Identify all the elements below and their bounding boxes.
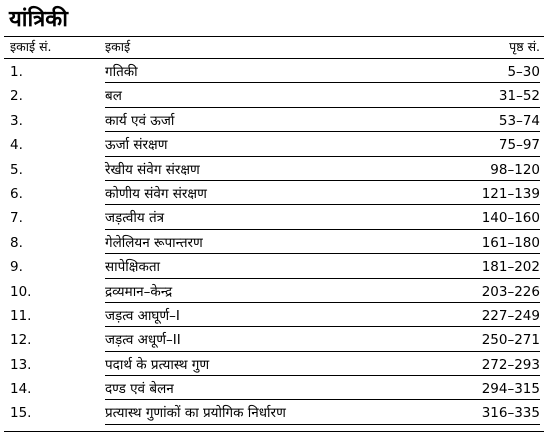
bottom-rule: [4, 431, 544, 432]
table-row: 11. जड़त्व आघूर्ण–I 227–249: [0, 305, 550, 329]
unit-number: 13.: [10, 356, 32, 373]
unit-number: 3.: [10, 112, 23, 129]
unit-number: 15.: [10, 405, 32, 422]
page-range: 140–160: [481, 210, 540, 227]
page-range: 5–30: [507, 64, 540, 80]
table-row: 3. कार्य एवं ऊर्जा 53–74: [0, 110, 550, 134]
unit-number: 9.: [10, 259, 23, 276]
row-underline: [105, 131, 540, 133]
unit-title: गतिकी: [105, 64, 138, 80]
row-underline: [105, 399, 540, 401]
table-row: 12. जड़त्व अधूर्ण–II 250–271: [0, 329, 550, 353]
row-underline: [105, 155, 540, 157]
page-title: यांत्रिकी: [9, 7, 68, 32]
table-row: 8. गेलेलियन रूपान्तरण 161–180: [0, 232, 550, 256]
unit-title: द्रव्यमान–केन्द्र: [105, 283, 173, 300]
row-underline: [105, 375, 540, 377]
header-unit-no: इकाई सं.: [10, 39, 52, 54]
unit-number: 4.: [10, 137, 23, 154]
unit-title: बल: [105, 88, 122, 105]
row-underline: [105, 423, 540, 425]
contents-table: 1. गतिकी 5–30 2. बल 31–52 3. कार्य एवं ऊर्जा 53–…: [0, 61, 550, 427]
unit-title: जड़त्व अधूर्ण–II: [105, 332, 181, 349]
row-underline: [105, 228, 540, 230]
unit-number: 7.: [10, 210, 23, 227]
page-range: 227–249: [481, 307, 540, 324]
top-rule: [4, 36, 544, 37]
row-underline: [105, 253, 540, 255]
unit-title: जड़त्व आघूर्ण–I: [105, 307, 180, 324]
table-row: 13. पदार्थ के प्रत्यास्थ गुण 272–293: [0, 354, 550, 378]
unit-title: जड़त्वीय तंत्र: [105, 210, 165, 227]
unit-title: सापेक्षिकता: [105, 259, 161, 276]
row-underline: [105, 326, 540, 328]
table-row: 9. सापेक्षिकता 181–202: [0, 256, 550, 280]
unit-title: प्रत्यास्थ गुणांकों का प्रयोगिक निर्धारण: [105, 405, 286, 422]
unit-title: कार्य एवं ऊर्जा: [105, 112, 175, 129]
unit-number: 14.: [10, 381, 32, 398]
row-underline: [105, 82, 540, 84]
page-range: 181–202: [481, 259, 540, 276]
unit-number: 11.: [10, 307, 32, 324]
page-range: 203–226: [481, 283, 540, 300]
unit-title: दण्ड एवं बेलन: [105, 381, 174, 398]
table-row: 4. ऊर्जा संरक्षण 75–97: [0, 134, 550, 158]
row-underline: [105, 277, 540, 279]
table-row: 1. गतिकी 5–30: [0, 61, 550, 85]
header-unit: इकाई: [105, 39, 131, 54]
row-underline: [105, 301, 540, 303]
table-row: 10. द्रव्यमान–केन्द्र 203–226: [0, 281, 550, 305]
page-range: 53–74: [498, 112, 540, 129]
header-rule: [4, 58, 544, 59]
unit-number: 12.: [10, 332, 32, 349]
page-range: 161–180: [481, 234, 540, 251]
row-underline: [105, 106, 540, 108]
page-range: 98–120: [490, 161, 540, 178]
table-row: 15. प्रत्यास्थ गुणांकों का प्रयोगिक निर्ध…: [0, 402, 550, 426]
header-page-no: पृष्ठ सं.: [509, 39, 540, 54]
unit-number: 10.: [10, 283, 32, 300]
row-underline: [105, 204, 540, 206]
page-range: 121–139: [481, 185, 540, 202]
unit-title: ऊर्जा संरक्षण: [105, 137, 168, 154]
table-row: 2. बल 31–52: [0, 85, 550, 109]
row-underline: [105, 179, 540, 181]
page-range: 75–97: [498, 137, 540, 154]
row-underline: [105, 350, 540, 352]
page-range: 272–293: [481, 356, 540, 373]
table-row: 14. दण्ड एवं बेलन 294–315: [0, 378, 550, 402]
unit-number: 5.: [10, 161, 23, 178]
unit-title: गेलेलियन रूपान्तरण: [105, 234, 203, 251]
page-range: 31–52: [498, 88, 540, 105]
unit-number: 8.: [10, 234, 23, 251]
page-range: 294–315: [481, 381, 540, 398]
page-range: 250–271: [481, 332, 540, 349]
page-range: 316–335: [481, 405, 540, 422]
unit-number: 6.: [10, 185, 23, 202]
unit-number: 1.: [10, 64, 23, 80]
unit-title: रेखीय संवेग संरक्षण: [105, 161, 200, 178]
table-row: 6. कोणीय संवेग संरक्षण 121–139: [0, 183, 550, 207]
table-row: 7. जड़त्वीय तंत्र 140–160: [0, 207, 550, 231]
unit-title: कोणीय संवेग संरक्षण: [105, 185, 207, 202]
unit-title: पदार्थ के प्रत्यास्थ गुण: [105, 356, 210, 373]
table-header: इकाई सं. इकाई पृष्ठ सं.: [0, 37, 550, 57]
unit-number: 2.: [10, 88, 23, 105]
table-row: 5. रेखीय संवेग संरक्षण 98–120: [0, 159, 550, 183]
